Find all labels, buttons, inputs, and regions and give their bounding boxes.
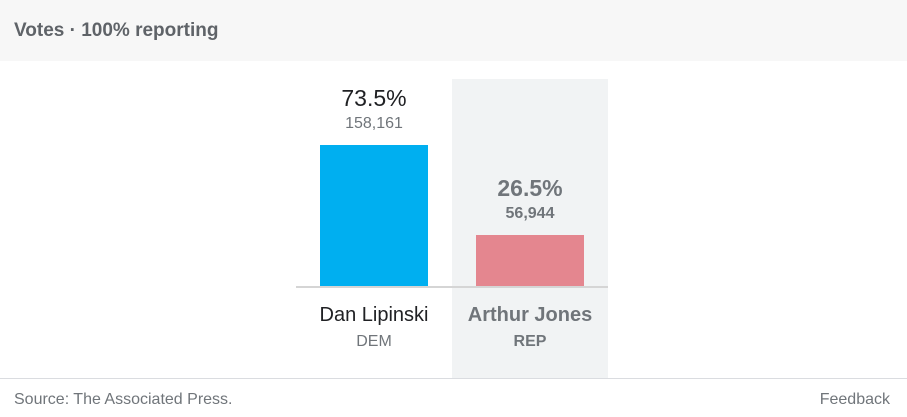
results-header: Votes · 100% reporting	[0, 0, 907, 61]
candidate-name: Arthur Jones	[467, 304, 593, 326]
candidate-party: DEM	[356, 333, 392, 350]
source-text: Source: The Associated Press.	[14, 391, 233, 408]
vote-count-label: 158,161	[345, 115, 403, 132]
results-title: Votes · 100% reporting	[14, 20, 219, 41]
vote-count-label: 56,944	[505, 205, 555, 222]
chart-baseline	[296, 286, 608, 288]
feedback-link[interactable]: Feedback	[819, 391, 890, 408]
vote-bar	[476, 235, 584, 286]
percent-label: 73.5%	[341, 85, 407, 111]
footer-divider	[0, 378, 907, 379]
percent-label: 26.5%	[497, 175, 563, 201]
vote-bar	[320, 145, 428, 286]
highlighted-candidate-column	[452, 79, 608, 378]
candidate-name: Dan Lipinski	[319, 304, 429, 326]
candidate-party: REP	[513, 333, 547, 350]
